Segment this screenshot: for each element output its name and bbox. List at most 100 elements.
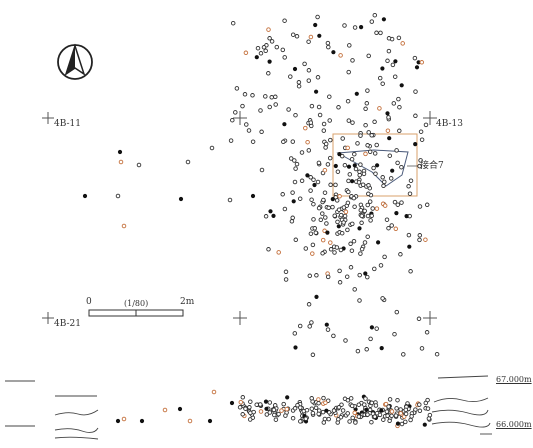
elevation-bottom-label: 66.000m <box>496 420 532 429</box>
artifact-point <box>407 244 412 249</box>
artifact-point <box>364 347 369 352</box>
artifact-point <box>393 413 399 418</box>
artifact-point <box>117 149 123 155</box>
artifact-point <box>398 252 403 257</box>
artifact-point <box>381 17 386 22</box>
artifact-point <box>394 309 400 315</box>
refit-area-label: 接合7 <box>420 161 444 171</box>
artifact-point <box>263 48 268 54</box>
artifact-point <box>337 152 342 157</box>
artifact-point <box>434 351 440 357</box>
artifact-point <box>349 403 355 409</box>
artifact-point <box>380 66 385 71</box>
artifact-point <box>362 208 367 214</box>
artifact-point <box>365 88 370 93</box>
artifact-point <box>310 242 316 248</box>
artifact-point <box>401 352 406 357</box>
artifact-point <box>258 402 263 407</box>
artifact-point <box>264 412 270 417</box>
north-arrow-icon <box>57 43 93 80</box>
artifact-point <box>316 411 321 417</box>
artifact-point <box>233 110 238 115</box>
artifact-point <box>339 402 344 407</box>
artifact-point <box>261 45 267 50</box>
artifact-point <box>325 162 331 167</box>
artifact-point <box>380 175 385 180</box>
artifact-point <box>362 402 367 407</box>
artifact-point <box>282 18 287 23</box>
artifact-point <box>408 178 414 183</box>
artifact-point <box>296 80 302 85</box>
artifact-point <box>250 139 256 144</box>
artifact-point <box>315 75 321 80</box>
artifact-point <box>339 153 345 159</box>
artifact-point <box>346 178 351 184</box>
grid-label-4b-11: 4B-11 <box>54 119 81 129</box>
artifact-point <box>408 417 413 423</box>
artifact-point <box>267 59 272 64</box>
artifact-point <box>316 104 322 110</box>
artifact-point <box>321 395 326 401</box>
artifact-point <box>258 409 264 414</box>
artifact-point <box>259 167 265 173</box>
artifact-point <box>298 419 303 424</box>
artifact-point <box>381 183 386 189</box>
artifact-point <box>359 25 364 30</box>
artifact-point <box>374 326 379 331</box>
artifact-point <box>304 407 310 413</box>
artifact-point <box>395 421 401 426</box>
artifact-point <box>293 166 298 171</box>
artifact-point <box>240 395 246 400</box>
artifact-point <box>230 20 236 26</box>
artifact-point <box>333 182 338 188</box>
artifact-point <box>369 213 374 219</box>
artifact-point <box>311 217 316 222</box>
artifact-point <box>263 214 269 219</box>
artifact-point <box>358 133 363 138</box>
artifact-point <box>315 179 321 185</box>
artifact-point <box>345 98 351 104</box>
artifact-point <box>242 92 248 97</box>
artifact-point <box>359 246 365 252</box>
artifact-point <box>314 89 319 94</box>
artifact-point <box>318 217 324 223</box>
artifact-point <box>394 211 399 216</box>
artifact-point <box>346 164 352 169</box>
artifact-point <box>327 118 332 123</box>
artifact-point <box>352 25 358 30</box>
artifact-point <box>423 400 429 406</box>
artifact-point <box>267 400 273 405</box>
artifact-point <box>307 324 312 329</box>
artifact-point <box>121 416 127 422</box>
artifact-point <box>177 406 183 412</box>
artifact-point <box>310 410 316 416</box>
artifact-point <box>366 191 371 197</box>
artifact-point <box>308 188 313 193</box>
artifact-point <box>394 148 399 153</box>
artifact-point <box>350 120 355 125</box>
artifact-point <box>394 406 399 411</box>
artifact-point <box>398 411 403 416</box>
artifact-point <box>418 158 423 163</box>
artifact-point <box>397 104 402 110</box>
artifact-point <box>359 213 365 219</box>
artifact-point <box>237 405 243 410</box>
artifact-point <box>272 403 278 408</box>
artifact-point <box>293 112 298 118</box>
scale-ratio-label: (1/80) <box>124 299 149 308</box>
artifact-point <box>227 197 233 203</box>
artifact-point <box>424 330 430 335</box>
artifact-point <box>422 422 427 427</box>
artifact-point <box>327 94 332 99</box>
artifact-point <box>374 206 380 211</box>
artifact-point <box>228 138 234 143</box>
artifact-point <box>321 197 326 203</box>
artifact-point <box>312 226 318 231</box>
artifact-point <box>309 320 314 325</box>
artifact-point <box>417 402 422 407</box>
artifact-point <box>346 118 352 123</box>
artifact-point <box>321 128 327 133</box>
grid-cross-mid-top <box>233 111 247 125</box>
artifact-point <box>385 111 390 116</box>
artifact-point <box>365 234 370 239</box>
